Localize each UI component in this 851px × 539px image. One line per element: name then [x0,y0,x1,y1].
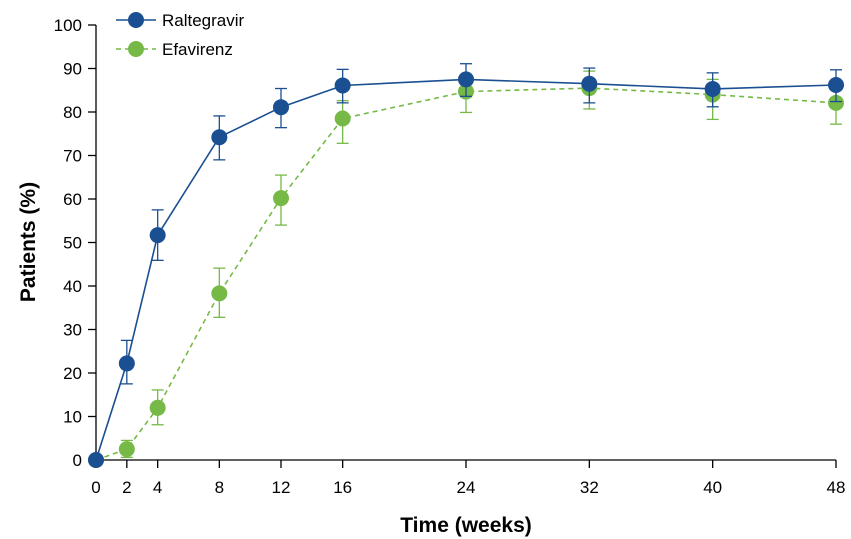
data-point-efavirenz [334,110,351,127]
data-point-efavirenz [273,190,289,207]
y-tick-label: 50 [63,234,82,253]
x-tick-label: 2 [122,478,131,497]
y-tick-label: 70 [63,147,82,166]
legend-item-efavirenz: Efavirenz [116,40,233,59]
data-point-raltegravir [458,71,474,88]
data-point-raltegravir [273,99,289,116]
y-tick-label: 10 [63,408,82,427]
x-tick-label: 24 [457,478,476,497]
series-efavirenz [88,70,844,468]
x-tick-label: 4 [153,478,162,497]
series-raltegravir [88,63,844,468]
y-tick-label: 0 [73,451,82,470]
x-tick-label: 48 [827,478,846,497]
y-tick-label: 40 [63,277,82,296]
series-layer [88,63,844,468]
data-point-raltegravir [118,355,135,372]
data-point-raltegravir [828,77,844,94]
data-point-raltegravir [334,77,351,94]
y-tick-label: 20 [63,364,82,383]
y-tick-label: 80 [63,103,82,122]
data-point-raltegravir [149,227,166,244]
y-tick-label: 60 [63,190,82,209]
data-point-raltegravir [88,452,104,468]
x-tick-label: 8 [215,478,224,497]
data-point-raltegravir [704,80,721,97]
data-point-efavirenz [149,399,166,416]
y-axis-title: Patients (%) [17,182,40,302]
data-point-raltegravir [581,75,598,92]
data-point-efavirenz [118,441,135,458]
y-axis: 0 10 20 30 40 50 60 70 80 90 100 [54,16,97,470]
data-point-efavirenz [828,94,844,111]
series-line-efavirenz [95,87,837,461]
x-tick-label: 32 [580,478,599,497]
legend-marker-raltegravir [128,12,144,28]
x-axis: 0 2 4 8 12 16 24 32 40 48 [91,459,846,497]
legend-marker-efavirenz [128,41,144,57]
legend: Raltegravir Efavirenz [116,11,245,59]
x-tick-label: 40 [703,478,722,497]
data-point-raltegravir [211,129,228,146]
x-axis-title: Time (weeks) [400,514,532,537]
data-point-efavirenz [211,285,228,302]
legend-label-raltegravir: Raltegravir [162,11,245,30]
series-line-raltegravir [95,78,837,461]
y-tick-label: 30 [63,321,82,340]
y-tick-label: 90 [63,60,82,79]
x-tick-label: 16 [333,478,352,497]
y-tick-label: 100 [54,16,82,35]
x-tick-label: 12 [272,478,291,497]
legend-item-raltegravir: Raltegravir [116,11,245,30]
legend-label-efavirenz: Efavirenz [162,40,233,59]
x-tick-label: 0 [91,478,100,497]
